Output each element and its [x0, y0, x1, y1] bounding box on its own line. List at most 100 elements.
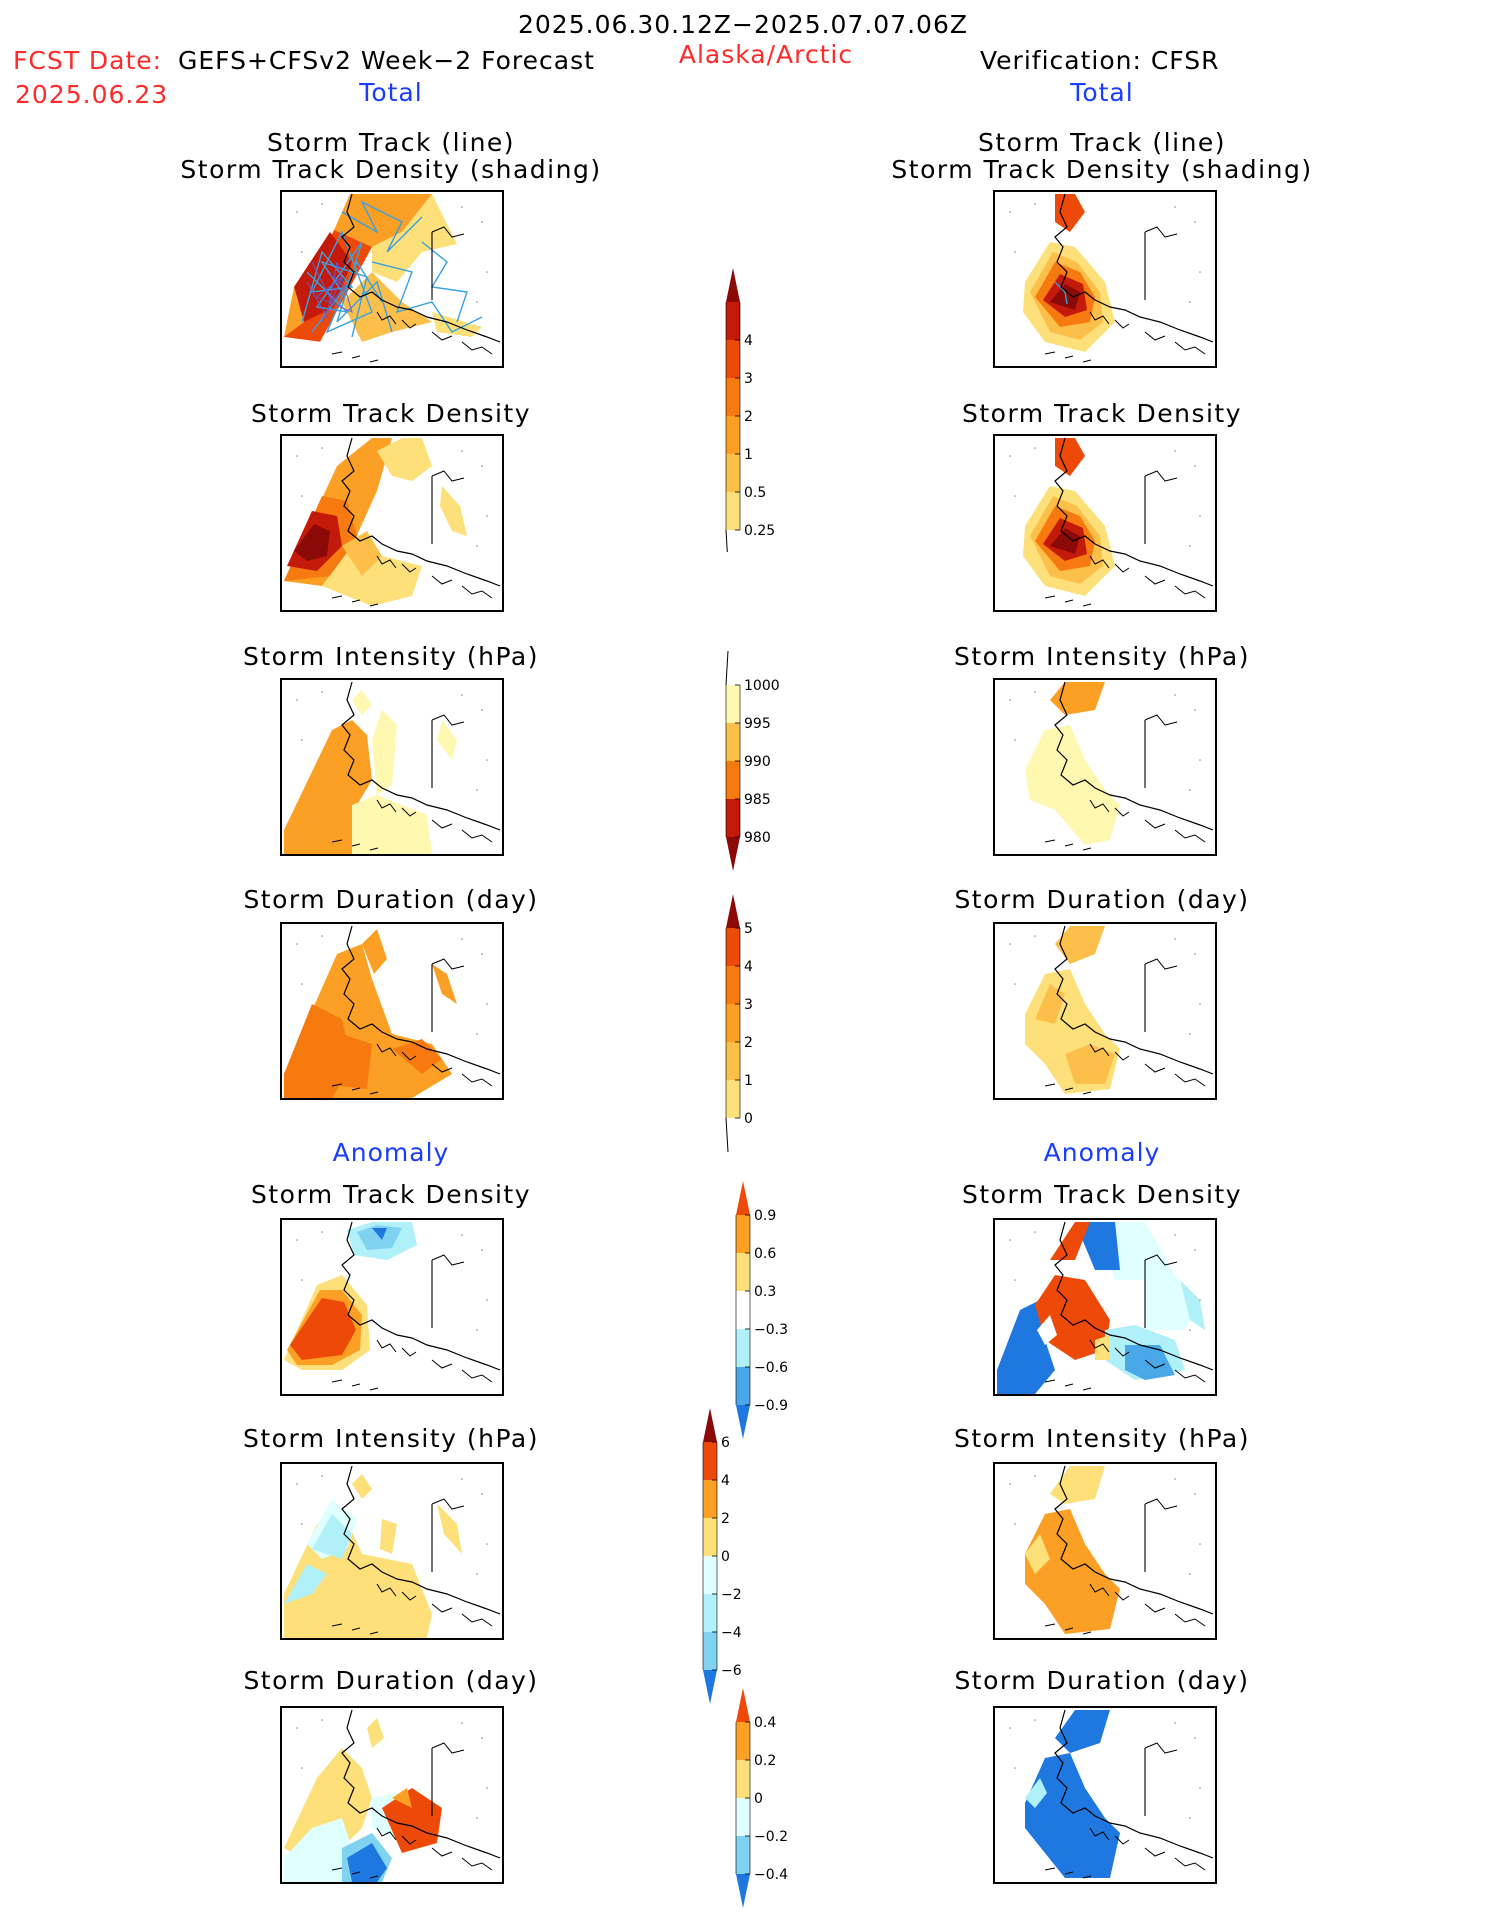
density_anomaly-bottom-arrow: [736, 1405, 750, 1439]
duration_total-tick-label: 3: [744, 997, 753, 1013]
track_density_total-segment: [726, 492, 740, 530]
duration_anomaly-segment: [736, 1722, 750, 1760]
fc-track-line-title1: Storm Track (line): [266, 128, 516, 157]
duration_anomaly-tick-label: 0.2: [754, 1753, 776, 1769]
colorbar-duration-anomaly: 0.4 0.2 0 −0.2 −0.4: [735, 1688, 788, 1908]
fcst-date: 2025.06.23: [15, 80, 169, 109]
track_density_total-segment: [726, 454, 740, 492]
intensity_anomaly-tick-label: 6: [721, 1435, 730, 1451]
colorbar-intensity: 1000 995 990 985 980: [725, 650, 780, 871]
fc-anom-duration-title: Storm Duration (day): [243, 1666, 539, 1695]
track_density_total-segment: [726, 340, 740, 378]
intensity_anomaly-tick-label: −2: [721, 1587, 742, 1603]
track_density_total-tick-label: 2: [744, 409, 753, 425]
density_anomaly-tick-label: −0.3: [754, 1322, 788, 1338]
vf-track-line-title2: Storm Track Density (shading): [891, 155, 1313, 184]
intensity_total-segment: [726, 685, 740, 723]
vf-anom-density-title: Storm Track Density: [961, 1180, 1243, 1209]
vf-track-density-title: Storm Track Density: [961, 399, 1243, 428]
density_anomaly-segment: [736, 1215, 750, 1253]
intensity_total-segment: [726, 723, 740, 761]
duration_total-tick-label: 1: [744, 1073, 753, 1089]
vf-anom-intensity-map: [993, 1462, 1217, 1640]
total-label-right: Total: [1070, 78, 1134, 107]
intensity_anomaly-tick-label: −6: [721, 1663, 742, 1679]
intensity_anomaly-segment: [703, 1632, 717, 1670]
vf-intensity-title: Storm Intensity (hPa): [954, 642, 1250, 671]
track_density_total-tick-label: 1: [744, 447, 753, 463]
density_anomaly-outline: [735, 1215, 751, 1405]
duration_total-outline: [725, 928, 741, 1118]
track_density_total-segment: [726, 302, 740, 340]
intensity_total-tick-label: 985: [744, 792, 771, 808]
density_anomaly-tick-label: 0.6: [754, 1246, 776, 1262]
fcst-label: FCST Date:: [13, 46, 163, 75]
vf-duration-map: [993, 922, 1217, 1100]
intensity_anomaly-tick-label: 4: [721, 1473, 730, 1489]
intensity_anomaly-segment: [703, 1480, 717, 1518]
fc-track-density-map: [280, 434, 504, 612]
track_density_total-tick-label: 0.5: [744, 485, 766, 501]
fc-intensity-map: [280, 678, 504, 856]
vf-anom-duration-title: Storm Duration (day): [954, 1666, 1250, 1695]
vf-anom-duration-map: [993, 1706, 1217, 1884]
vf-duration-title: Storm Duration (day): [954, 885, 1250, 914]
intensity_total-segment: [726, 761, 740, 799]
duration_anomaly-top-arrow: [736, 1688, 750, 1722]
density_anomaly-top-arrow: [736, 1181, 750, 1215]
intensity_total-segment: [726, 799, 740, 837]
colorbar-duration: 5 4 3 2 1 0: [725, 894, 753, 1153]
fc-track-line-map: [280, 190, 504, 368]
density_anomaly-segment: [736, 1253, 750, 1291]
density_anomaly-tick-label: 0.9: [754, 1208, 776, 1224]
density_anomaly-tick-label: −0.6: [754, 1360, 788, 1376]
colorbar-density-anomaly: 0.9 0.6 0.3 −0.3 −0.6 −0.9: [735, 1181, 788, 1439]
track_density_total-tick-label: 4: [744, 333, 753, 349]
total-label-left: Total: [359, 78, 423, 107]
intensity_anomaly-bottom-arrow: [703, 1670, 717, 1704]
fc-track-line-title2: Storm Track Density (shading): [180, 155, 602, 184]
duration_anomaly-tick-label: 0.4: [754, 1715, 776, 1731]
intensity_total-tick-label: 995: [744, 716, 771, 732]
density_anomaly-tick-label: 0.3: [754, 1284, 776, 1300]
duration_total-segment: [726, 1080, 740, 1118]
track_density_total-tick-label: 0.25: [744, 523, 775, 539]
fc-anom-density-map: [280, 1218, 504, 1396]
vf-track-density-map: [993, 434, 1217, 612]
fc-anom-intensity-title: Storm Intensity (hPa): [243, 1424, 539, 1453]
duration_anomaly-tick-label: −0.4: [754, 1867, 788, 1883]
track_density_total-segment: [726, 378, 740, 416]
intensity_anomaly-segment: [703, 1556, 717, 1594]
vf-intensity-map: [993, 678, 1217, 856]
density_anomaly-tick-label: −0.9: [754, 1398, 788, 1414]
fc-duration-title: Storm Duration (day): [243, 885, 539, 914]
intensity_anomaly-segment: [703, 1518, 717, 1556]
intensity_total-tick-label: 980: [744, 830, 771, 846]
anomaly-label-right: Anomaly: [1043, 1138, 1161, 1167]
density_anomaly-segment: [736, 1291, 750, 1329]
fc-anom-density-title: Storm Track Density: [250, 1180, 532, 1209]
track_density_total-tick-label: 3: [744, 371, 753, 387]
density_anomaly-segment: [736, 1367, 750, 1405]
duration_total-tick-label: 2: [744, 1035, 753, 1051]
fc-intensity-title: Storm Intensity (hPa): [243, 642, 539, 671]
duration_total-segment: [726, 1004, 740, 1042]
colorbar-track-density: 4 3 2 1 0.5 0.25: [725, 268, 775, 552]
duration_total-bottom-tail: [725, 1117, 729, 1153]
intensity_anomaly-segment: [703, 1594, 717, 1632]
density_anomaly-segment: [736, 1329, 750, 1367]
period-title: 2025.06.30.12Z−2025.07.07.06Z: [518, 10, 968, 39]
track_density_total-bottom-tail: [725, 529, 728, 552]
verification-title: Verification: CFSR: [980, 46, 1220, 75]
fc-anom-intensity-map: [280, 1462, 504, 1640]
duration_total-segment: [726, 1042, 740, 1080]
intensity_anomaly-tick-label: 2: [721, 1511, 730, 1527]
region-title: Alaska/Arctic: [678, 40, 854, 69]
intensity_anomaly-tick-label: −4: [721, 1625, 742, 1641]
intensity_total-tick-label: 990: [744, 754, 771, 770]
duration_total-segment: [726, 928, 740, 966]
duration_anomaly-bottom-arrow: [736, 1874, 750, 1908]
fc-duration-map: [280, 922, 504, 1100]
duration_total-segment: [726, 966, 740, 1004]
intensity_anomaly-top-arrow: [703, 1408, 717, 1442]
